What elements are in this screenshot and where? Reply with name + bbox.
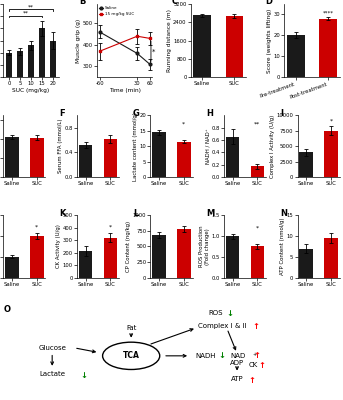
Y-axis label: Running distance (m): Running distance (m): [167, 9, 172, 72]
Text: NAD: NAD: [230, 353, 246, 359]
Text: ↑: ↑: [254, 351, 261, 360]
Bar: [193, 16, 211, 77]
Text: ATP: ATP: [231, 376, 244, 382]
X-axis label: SUC (mg/kg): SUC (mg/kg): [12, 88, 50, 92]
Bar: [251, 246, 264, 278]
Text: ROS: ROS: [209, 310, 223, 316]
Text: N: N: [280, 209, 287, 218]
Text: ****: ****: [323, 10, 334, 15]
Bar: [226, 236, 239, 278]
Text: *: *: [329, 118, 332, 123]
Text: ↑: ↑: [259, 361, 266, 370]
Text: *: *: [182, 122, 185, 127]
Bar: [152, 235, 166, 278]
Text: **: **: [254, 121, 260, 126]
Bar: [324, 238, 338, 278]
Text: ↓: ↓: [227, 309, 234, 318]
Text: Fat: Fat: [126, 325, 137, 331]
Text: L: L: [133, 209, 138, 218]
Text: NADH: NADH: [195, 353, 215, 359]
Text: *: *: [256, 225, 259, 230]
Bar: [79, 145, 92, 177]
Text: +: +: [252, 352, 256, 357]
Text: Glucose: Glucose: [38, 345, 66, 351]
Text: ↓: ↓: [218, 351, 225, 360]
Y-axis label: Score (weights lifting): Score (weights lifting): [267, 8, 272, 73]
Y-axis label: Serum FFA (mmol/L): Serum FFA (mmol/L): [58, 119, 63, 174]
Text: O: O: [3, 305, 10, 314]
Y-axis label: Muscle grip (g): Muscle grip (g): [76, 18, 81, 63]
Text: M: M: [206, 209, 215, 218]
Bar: [226, 16, 244, 77]
Y-axis label: Lactate content (mmol/g): Lactate content (mmol/g): [133, 112, 138, 181]
Bar: [287, 35, 305, 77]
Bar: [324, 131, 338, 177]
Text: **: **: [28, 4, 34, 9]
Text: ADP: ADP: [230, 360, 244, 366]
Bar: [226, 137, 239, 177]
Legend: Saline, 15 mg/kg SUC: Saline, 15 mg/kg SUC: [99, 6, 134, 16]
Text: K: K: [59, 209, 66, 218]
Y-axis label: NADH / NAD⁺: NADH / NAD⁺: [205, 128, 210, 164]
Bar: [299, 152, 313, 177]
Bar: [17, 52, 23, 77]
Bar: [28, 45, 34, 77]
Text: H: H: [206, 109, 213, 118]
Bar: [30, 138, 44, 177]
Text: Lactate: Lactate: [39, 371, 65, 377]
Y-axis label: CK Activity (U/g): CK Activity (U/g): [56, 224, 61, 268]
Bar: [177, 142, 191, 177]
Text: D: D: [265, 0, 272, 6]
Text: CK: CK: [249, 362, 258, 368]
Bar: [50, 40, 56, 77]
Bar: [5, 257, 19, 278]
Text: Complex I & II: Complex I & II: [198, 323, 247, 329]
Text: ↓: ↓: [81, 371, 87, 380]
Bar: [299, 248, 313, 278]
Text: TCA: TCA: [123, 351, 140, 360]
Bar: [5, 137, 19, 177]
Text: I: I: [280, 109, 283, 118]
X-axis label: Time (min): Time (min): [109, 88, 141, 92]
Y-axis label: Complex I Activity (U/g): Complex I Activity (U/g): [270, 115, 275, 178]
Bar: [152, 132, 166, 177]
Text: C: C: [172, 0, 178, 6]
Bar: [177, 229, 191, 278]
Text: G: G: [133, 109, 140, 118]
Bar: [30, 236, 44, 278]
Bar: [6, 53, 12, 77]
Bar: [104, 139, 117, 177]
Y-axis label: ATP Content (nmol/g): ATP Content (nmol/g): [280, 218, 285, 275]
Text: *: *: [35, 225, 38, 230]
Text: B: B: [80, 0, 86, 6]
Bar: [39, 28, 45, 77]
Text: ↑: ↑: [249, 376, 256, 385]
Bar: [319, 19, 337, 77]
Text: *: *: [109, 225, 112, 230]
Bar: [79, 252, 92, 278]
Text: **: **: [23, 11, 28, 16]
Text: ↑: ↑: [252, 322, 259, 331]
Y-axis label: ROS Production
(Fold change): ROS Production (Fold change): [199, 226, 210, 267]
Bar: [104, 238, 117, 278]
Bar: [251, 166, 264, 177]
Text: *: *: [152, 48, 155, 54]
Y-axis label: CP Content (ng/kg): CP Content (ng/kg): [127, 221, 131, 272]
Text: F: F: [59, 109, 65, 118]
